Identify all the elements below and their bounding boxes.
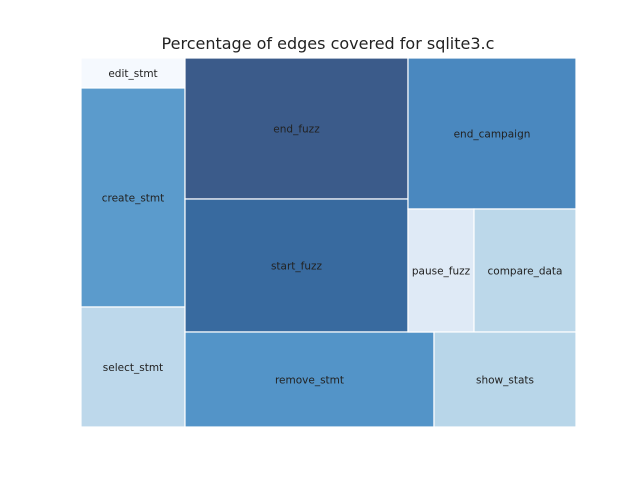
- treemap-label-end-campaign: end_campaign: [454, 129, 531, 141]
- treemap-label-select-stmt: select_stmt: [103, 362, 163, 374]
- treemap-cell-show-stats: [433, 331, 577, 428]
- treemap-label-start-fuzz: start_fuzz: [271, 261, 323, 273]
- treemap-label-end-fuzz: end_fuzz: [273, 124, 320, 136]
- treemap-cell-start-fuzz: [184, 198, 409, 333]
- treemap-label-show-stats: show_stats: [476, 375, 534, 387]
- treemap-cell-edit-stmt: [80, 57, 186, 89]
- treemap-label-create-stmt: create_stmt: [102, 193, 165, 205]
- treemap-label-compare-data: compare_data: [488, 266, 563, 278]
- treemap-cell-remove-stmt: [184, 331, 435, 428]
- treemap-cell-create-stmt: [80, 87, 186, 308]
- treemap-cell-select-stmt: [80, 306, 186, 428]
- treemap-cell-end-fuzz: [184, 57, 409, 200]
- treemap-label-pause-fuzz: pause_fuzz: [412, 266, 471, 278]
- chart-title: Percentage of edges covered for sqlite3.…: [162, 34, 495, 53]
- treemap-label-remove-stmt: remove_stmt: [275, 375, 344, 387]
- treemap-cells: edit_stmt create_stmt select_stmt end_fuzzs…: [80, 57, 577, 428]
- treemap-label-edit-stmt: edit_stmt: [108, 68, 157, 80]
- treemap-cell-pause-fuzz: [407, 208, 475, 333]
